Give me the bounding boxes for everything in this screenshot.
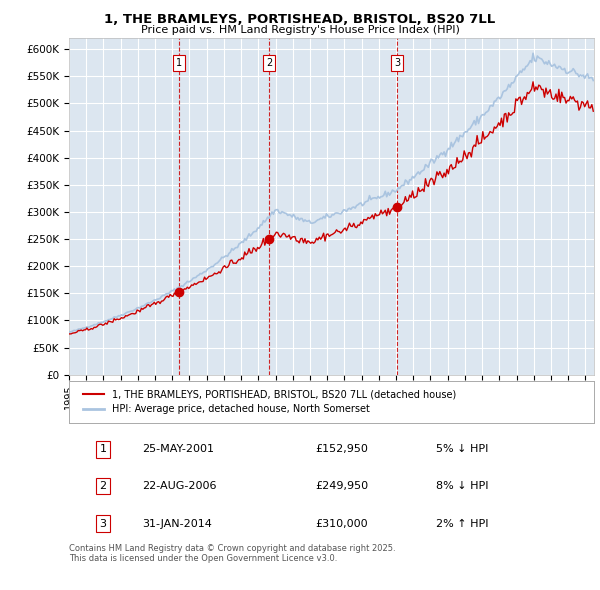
Text: £310,000: £310,000 — [316, 519, 368, 529]
Text: £152,950: £152,950 — [316, 444, 368, 454]
Text: 2: 2 — [266, 58, 272, 68]
Text: 22-AUG-2006: 22-AUG-2006 — [143, 481, 217, 491]
Text: 2: 2 — [100, 481, 107, 491]
Legend: 1, THE BRAMLEYS, PORTISHEAD, BRISTOL, BS20 7LL (detached house), HPI: Average pr: 1, THE BRAMLEYS, PORTISHEAD, BRISTOL, BS… — [79, 385, 460, 418]
Text: 3: 3 — [394, 58, 401, 68]
Text: Price paid vs. HM Land Registry's House Price Index (HPI): Price paid vs. HM Land Registry's House … — [140, 25, 460, 35]
Text: 31-JAN-2014: 31-JAN-2014 — [143, 519, 212, 529]
Text: 3: 3 — [100, 519, 107, 529]
Text: Contains HM Land Registry data © Crown copyright and database right 2025.
This d: Contains HM Land Registry data © Crown c… — [69, 544, 395, 563]
Text: 5% ↓ HPI: 5% ↓ HPI — [437, 444, 489, 454]
Text: £249,950: £249,950 — [316, 481, 369, 491]
Text: 2% ↑ HPI: 2% ↑ HPI — [437, 519, 489, 529]
Text: 1, THE BRAMLEYS, PORTISHEAD, BRISTOL, BS20 7LL: 1, THE BRAMLEYS, PORTISHEAD, BRISTOL, BS… — [104, 13, 496, 26]
Text: 1: 1 — [100, 444, 107, 454]
Text: 1: 1 — [176, 58, 182, 68]
Text: 8% ↓ HPI: 8% ↓ HPI — [437, 481, 489, 491]
Text: 25-MAY-2001: 25-MAY-2001 — [143, 444, 215, 454]
